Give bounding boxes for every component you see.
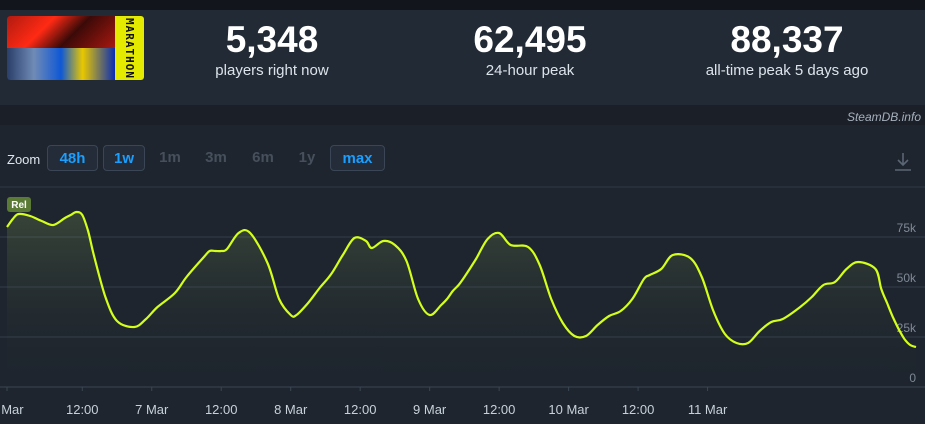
zoom-max-button[interactable]: max [330, 145, 385, 171]
zoom-3m-button[interactable]: 3m [205, 149, 227, 166]
stat-24h-peak: 62,495 24-hour peak [410, 19, 650, 80]
steamdb-credit[interactable]: SteamDB.info [846, 110, 921, 124]
art-logo-strip [115, 16, 144, 80]
x-tick-label: 6 Mar [0, 402, 24, 417]
x-tick-label: 12:00 [66, 402, 99, 417]
download-icon[interactable] [893, 150, 913, 174]
stat-label: all-time peak 5 days ago [705, 62, 869, 79]
x-tick-label: 12:00 [622, 402, 655, 417]
release-badge [7, 197, 31, 212]
release-badge-label: Rel [11, 200, 27, 211]
x-tick-label: 12:00 [344, 402, 377, 417]
series-line [6, 210, 917, 349]
x-tick-label: 11 Mar [688, 402, 728, 417]
series-area [7, 211, 916, 387]
x-tick-label: 8 Mar [274, 402, 308, 417]
zoom-label: Zoom [7, 152, 41, 167]
stat-current-players: 5,348 players right now [152, 19, 392, 80]
stat-value: 88,337 [730, 19, 844, 60]
y-tick-label: 50k [897, 271, 917, 285]
stat-label: 24-hour peak [485, 62, 575, 79]
zoom-1w-button[interactable]: 1w [103, 145, 145, 171]
top-strip [0, 0, 925, 10]
y-tick-label: 75k [897, 221, 917, 235]
art-bottom-panel [7, 48, 115, 80]
stat-label: players right now [215, 62, 329, 79]
stat-value: 62,495 [473, 19, 587, 60]
x-tick-label: 12:00 [483, 402, 516, 417]
x-tick-label: 9 Mar [413, 402, 447, 417]
x-tick-label: 7 Mar [135, 402, 169, 417]
game-capsule-image[interactable]: MARATHON [7, 16, 144, 80]
art-top-panel [7, 16, 115, 48]
zoom-48h-button[interactable]: 48h [47, 145, 98, 171]
zoom-1y-button[interactable]: 1y [298, 149, 316, 166]
stat-all-time-peak: 88,337 all-time peak 5 days ago [667, 19, 907, 80]
x-tick-label: 10 Mar [548, 402, 589, 417]
zoom-1m-button[interactable]: 1m [159, 149, 181, 166]
zoom-6m-button[interactable]: 6m [252, 149, 274, 166]
x-tick-label: 12:00 [205, 402, 238, 417]
stat-value: 5,348 [225, 19, 319, 60]
stats-header [0, 10, 925, 105]
y-tick-label: 25k [897, 321, 917, 335]
